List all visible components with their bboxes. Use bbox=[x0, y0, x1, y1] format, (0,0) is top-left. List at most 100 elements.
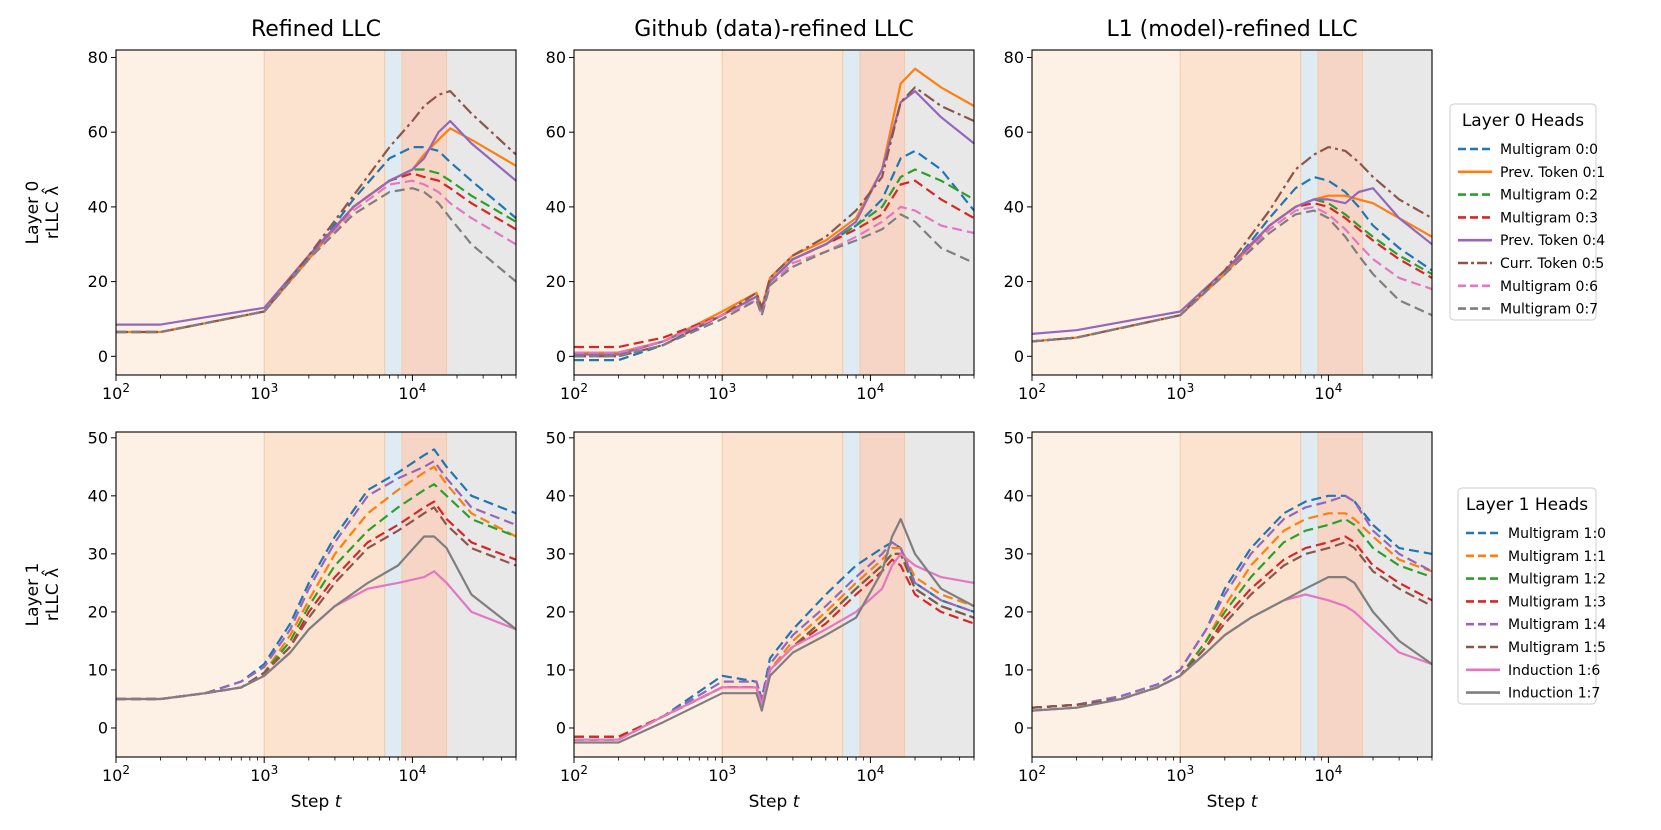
y-tick-label: 50 bbox=[546, 428, 566, 447]
series-line-multigram-0-0 bbox=[116, 146, 517, 334]
x-tick-exponent: 3 bbox=[1187, 763, 1195, 777]
x-axis-label: Step t bbox=[749, 792, 801, 812]
panel-1-0: 0 10 20 30 40 50 102 103 104 Step t bbox=[88, 428, 517, 812]
x-tick-label: 104 bbox=[398, 381, 426, 403]
y-tick-label: 40 bbox=[546, 486, 566, 505]
x-tick-exponent: 4 bbox=[1335, 763, 1343, 777]
legend-entry-label: Multigram 1:4 bbox=[1508, 617, 1606, 633]
y-tick-label: 0 bbox=[1014, 718, 1024, 737]
series-line-multigram-1-1 bbox=[116, 465, 517, 701]
y-tick-label: 40 bbox=[546, 197, 566, 216]
stage-band bbox=[1180, 50, 1301, 375]
x-tick-exponent: 4 bbox=[877, 381, 885, 395]
stage-band bbox=[842, 432, 860, 757]
row-label-0: Layer 0 rLLC λ̂ bbox=[23, 181, 63, 245]
series-line-multigram-1-4 bbox=[1031, 494, 1433, 709]
x-axis-label-text: Step bbox=[749, 792, 793, 812]
x-tick-label: 103 bbox=[708, 763, 736, 785]
legend-entry-label: Multigram 0:6 bbox=[1500, 279, 1598, 295]
panel-title: Github (data)-refined LLC bbox=[634, 17, 914, 42]
y-tick-label: 80 bbox=[1004, 48, 1024, 67]
y-tick-label: 50 bbox=[1004, 428, 1024, 447]
x-tick-label: 104 bbox=[856, 763, 884, 785]
panel-title: Refined LLC bbox=[251, 17, 381, 42]
panel-0-2: 0 20 40 60 80 102 103 104 L1 (model)-refined LLC bbox=[1004, 17, 1433, 403]
row-label-line1: Layer 0 bbox=[23, 181, 43, 245]
y-tick-label: 0 bbox=[98, 718, 108, 737]
x-tick-label: 103 bbox=[250, 763, 278, 785]
series-line-multigram-0-7 bbox=[116, 187, 517, 334]
x-tick-exponent: 3 bbox=[729, 763, 737, 777]
series-line-prev-token-0-4 bbox=[1031, 187, 1433, 335]
x-tick-exponent: 3 bbox=[1187, 381, 1195, 395]
series-line-prev-token-0-4 bbox=[116, 119, 517, 326]
legend-entry-label: Prev. Token 0:1 bbox=[1500, 165, 1605, 181]
series-line-multigram-1-4 bbox=[574, 541, 975, 741]
stage-band bbox=[1032, 50, 1181, 375]
stage-band bbox=[722, 432, 843, 757]
series-line-multigram-0-6 bbox=[574, 205, 975, 354]
axes-frame bbox=[573, 431, 975, 758]
legend-entry-label: Multigram 0:0 bbox=[1500, 142, 1598, 158]
series-line-curr-token-0-5 bbox=[1031, 146, 1433, 343]
x-tick-exponent: 3 bbox=[271, 763, 279, 777]
axes-frame bbox=[115, 49, 517, 376]
stage-band bbox=[401, 432, 447, 757]
x-tick-exponent: 3 bbox=[729, 381, 737, 395]
legend-1: Layer 1 Heads Multigram 1:0 Multigram 1:1 M… bbox=[1457, 487, 1606, 705]
y-tick-label: 10 bbox=[1004, 660, 1024, 679]
x-tick-exponent: 2 bbox=[580, 763, 588, 777]
stage-band bbox=[904, 50, 974, 375]
axes-frame bbox=[1031, 49, 1433, 376]
y-tick-label: 60 bbox=[546, 123, 566, 142]
y-tick-label: 60 bbox=[1004, 123, 1024, 142]
x-tick-label: 103 bbox=[1166, 381, 1194, 403]
axes-frame bbox=[115, 431, 517, 758]
x-axis-label-var: t bbox=[793, 792, 801, 812]
x-tick-exponent: 2 bbox=[122, 381, 130, 395]
y-tick-label: 10 bbox=[88, 660, 108, 679]
series-line-induction-1-7 bbox=[1031, 575, 1433, 712]
x-tick-label: 103 bbox=[1166, 763, 1194, 785]
legend-title: Layer 1 Heads bbox=[1466, 495, 1588, 515]
panel-1-2: 0 10 20 30 40 50 102 103 104 Step t bbox=[1004, 428, 1433, 812]
y-tick-label: 80 bbox=[546, 48, 566, 67]
y-tick-label: 80 bbox=[88, 48, 108, 67]
x-axis-label-var: t bbox=[335, 792, 343, 812]
x-tick-exponent: 4 bbox=[1335, 381, 1343, 395]
x-tick-exponent: 2 bbox=[1038, 763, 1046, 777]
panel-0-0: 0 20 40 60 80 102 103 104 Refined LLC bbox=[88, 17, 517, 403]
series-line-multigram-1-5 bbox=[116, 506, 517, 701]
row-label-line2: rLLC λ̂ bbox=[40, 186, 63, 239]
y-tick-label: 0 bbox=[556, 347, 566, 366]
x-tick-label: 104 bbox=[398, 763, 426, 785]
x-tick-exponent: 4 bbox=[419, 763, 427, 777]
legend-box bbox=[1449, 103, 1597, 321]
y-tick-label: 30 bbox=[546, 544, 566, 563]
axes-frame bbox=[573, 49, 975, 376]
x-axis-label-text: Step bbox=[1207, 792, 1251, 812]
row-label-line2: rLLC λ̂ bbox=[40, 568, 63, 621]
series-line-multigram-1-2 bbox=[116, 483, 517, 701]
x-tick-exponent: 4 bbox=[877, 763, 885, 777]
x-axis-label: Step t bbox=[291, 792, 343, 812]
x-tick-exponent: 2 bbox=[1038, 381, 1046, 395]
y-tick-label: 30 bbox=[88, 544, 108, 563]
stage-band bbox=[722, 50, 843, 375]
stage-band bbox=[384, 50, 402, 375]
stage-band bbox=[446, 50, 516, 375]
y-tick-label: 30 bbox=[1004, 544, 1024, 563]
stage-band bbox=[574, 432, 723, 757]
y-tick-label: 20 bbox=[1004, 602, 1024, 621]
y-tick-label: 40 bbox=[88, 486, 108, 505]
x-tick-exponent: 4 bbox=[419, 381, 427, 395]
legend-entry-label: Multigram 1:5 bbox=[1508, 640, 1606, 656]
x-tick-label: 104 bbox=[1314, 381, 1342, 403]
x-tick-label: 102 bbox=[560, 763, 588, 785]
y-tick-label: 0 bbox=[1014, 347, 1024, 366]
row-label-1: Layer 1 rLLC λ̂ bbox=[23, 563, 63, 627]
y-tick-label: 0 bbox=[98, 347, 108, 366]
x-tick-label: 102 bbox=[560, 381, 588, 403]
series-line-multigram-0-7 bbox=[574, 213, 975, 358]
